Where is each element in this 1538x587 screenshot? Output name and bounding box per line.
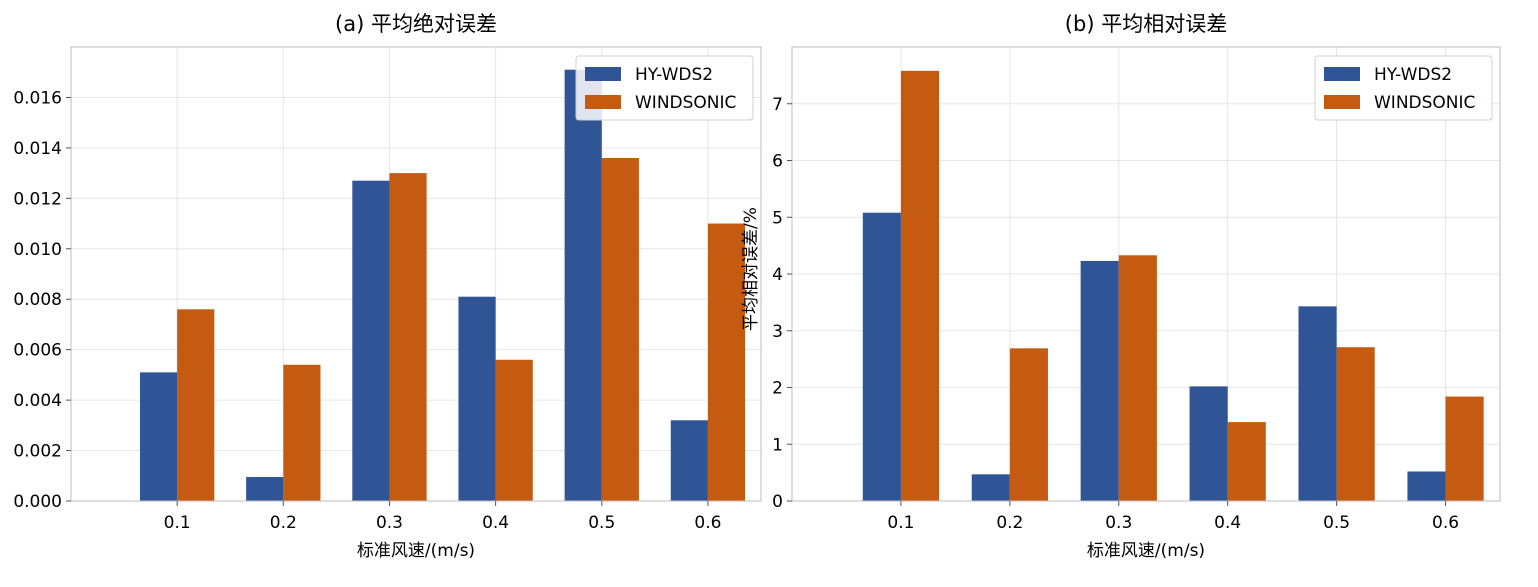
x-tick-label: 0.5 xyxy=(1323,513,1350,533)
legend-label-hy-wds2: HY-WDS2 xyxy=(1374,65,1452,85)
chart-mean-relative-error: 0 1 2 3 4 5 6 7 0.1 0.2 0.3 0.4 0.5 0.6 (b) 平均相对误差标准风速… xyxy=(741,12,1501,561)
bar-hy-wds2-3 xyxy=(1080,260,1119,501)
x-tick-label: 0.2 xyxy=(270,513,297,533)
y-tick-label: 0.006 xyxy=(13,341,62,361)
chart-title: (b) 平均相对误差 xyxy=(1065,12,1227,36)
y-tick-label: 6 xyxy=(772,152,783,172)
legend-label-windsonic: WINDSONIC xyxy=(1374,93,1475,113)
bar-hy-wds2-1 xyxy=(862,212,901,501)
bar-windsonic-3 xyxy=(1118,255,1157,501)
bar-windsonic-6 xyxy=(1445,396,1484,501)
x-axis-label: 标准风速/(m/s) xyxy=(357,541,475,561)
bar-windsonic-5 xyxy=(601,157,639,501)
bar-windsonic-3 xyxy=(389,173,427,501)
bar-windsonic-2 xyxy=(283,364,321,501)
x-tick-label: 0.4 xyxy=(482,513,509,533)
y-tick-label: 1 xyxy=(772,435,783,455)
chart-title: (a) 平均绝对误差 xyxy=(335,12,497,36)
x-tick-label: 0.6 xyxy=(694,513,721,533)
y-tick-label: 0.010 xyxy=(13,240,62,260)
y-tick-label: 0.002 xyxy=(13,442,62,462)
bar-windsonic-1 xyxy=(177,309,215,501)
bar-hy-wds2-1 xyxy=(140,372,178,501)
y-axis-label: 平均相对误差/% xyxy=(741,207,761,331)
y-tick-label: 0.012 xyxy=(13,189,62,209)
y-tick-label: 0.004 xyxy=(13,391,62,411)
y-tick-label: 0.000 xyxy=(13,492,62,512)
chart-mean-absolute-error: 0.000 0.002 0.004 0.006 0.008 0.010 0.012 0.014… xyxy=(13,12,762,561)
bar-hy-wds2-6 xyxy=(1407,471,1446,501)
y-tick-label: 2 xyxy=(772,379,783,399)
y-tick-label: 0.014 xyxy=(13,139,62,159)
x-tick-label: 0.6 xyxy=(1432,513,1459,533)
bar-hy-wds2-4 xyxy=(458,296,496,501)
y-tick-label: 0 xyxy=(772,492,783,512)
x-tick-label: 0.3 xyxy=(376,513,403,533)
y-tick-label: 0.016 xyxy=(13,88,62,108)
legend-label-windsonic: WINDSONIC xyxy=(635,93,736,113)
legend-swatch-windsonic xyxy=(1324,95,1360,109)
y-tick-label: 5 xyxy=(772,208,783,228)
x-tick-label: 0.1 xyxy=(887,513,914,533)
bar-windsonic-4 xyxy=(495,359,533,501)
bar-hy-wds2-6 xyxy=(670,420,708,501)
bar-hy-wds2-4 xyxy=(1189,386,1228,501)
bar-windsonic-2 xyxy=(1009,348,1048,501)
bar-hy-wds2-3 xyxy=(352,180,390,501)
bar-windsonic-1 xyxy=(900,70,940,502)
x-tick-label: 0.3 xyxy=(1105,513,1132,533)
y-tick-label: 0.008 xyxy=(13,290,62,310)
axes-frame xyxy=(70,46,762,502)
bar-hy-wds2-5 xyxy=(1298,306,1337,501)
bar-windsonic-4 xyxy=(1227,422,1266,501)
legend-swatch-hy-wds2 xyxy=(585,67,621,81)
legend-label-hy-wds2: HY-WDS2 xyxy=(635,65,713,85)
bar-hy-wds2-2 xyxy=(971,474,1010,501)
y-tick-label: 4 xyxy=(772,265,783,285)
bar-windsonic-5 xyxy=(1336,347,1375,501)
x-tick-label: 0.1 xyxy=(164,513,191,533)
legend-swatch-windsonic xyxy=(585,95,621,109)
bar-hy-wds2-5 xyxy=(564,69,602,501)
x-tick-label: 0.5 xyxy=(588,513,615,533)
bar-hy-wds2-2 xyxy=(246,477,284,501)
x-axis-label: 标准风速/(m/s) xyxy=(1087,541,1205,561)
x-tick-label: 0.2 xyxy=(996,513,1023,533)
bar-windsonic-6 xyxy=(707,223,746,502)
x-tick-label: 0.4 xyxy=(1214,513,1241,533)
y-tick-label: 3 xyxy=(772,322,783,342)
y-tick-label: 7 xyxy=(772,95,783,115)
legend-swatch-hy-wds2 xyxy=(1324,67,1360,81)
